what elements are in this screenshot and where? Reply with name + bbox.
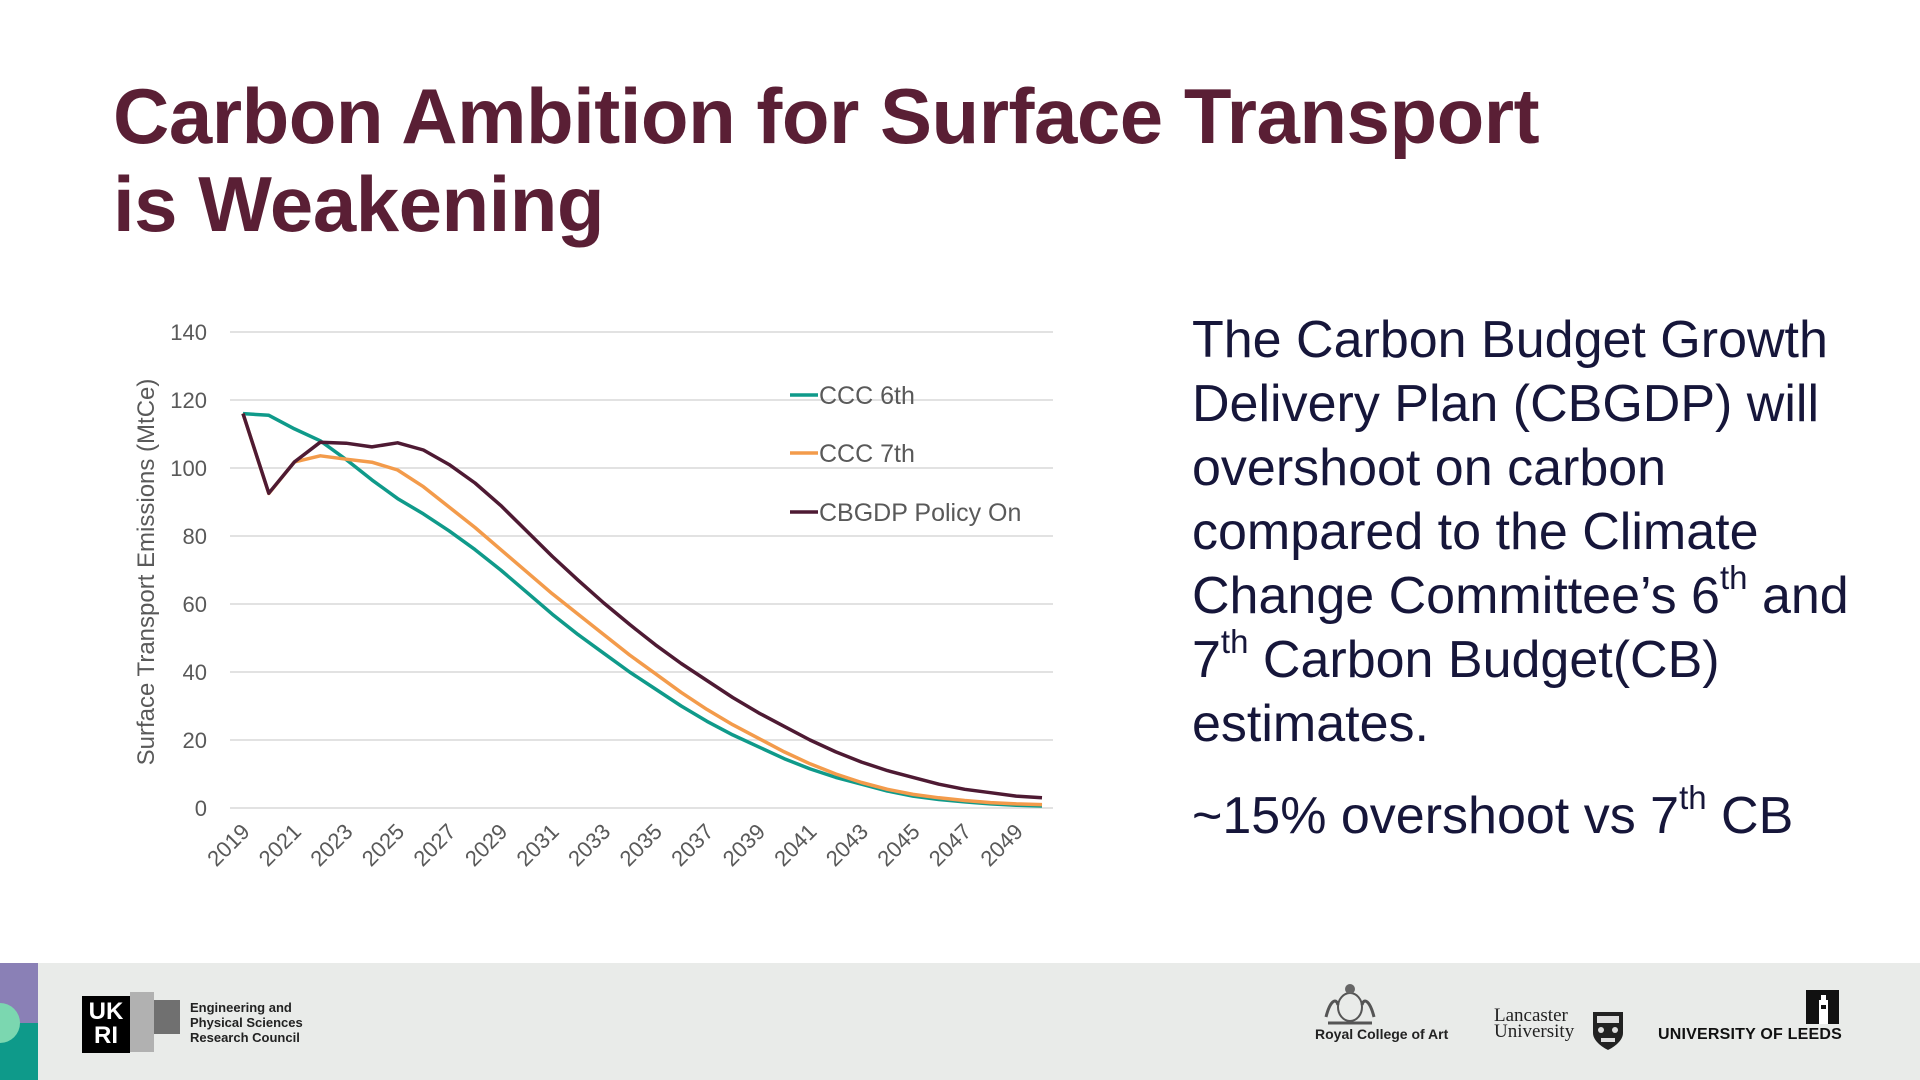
series-line-cbgdp-policy-on [241,413,1043,800]
chart-gridlines [230,331,1053,809]
summary-paragraph: The Carbon Budget Growth Delivery Plan (… [1192,308,1892,756]
slide-title: Carbon Ambition for Surface Transport is… [113,72,1540,248]
overshoot-text-part: CB [1706,787,1794,845]
summary-text-part: and 7 [1192,567,1849,689]
x-tick-label: 2041 [769,819,821,871]
epsrc-line: Engineering and [190,1000,292,1015]
leeds-logo-text: UNIVERSITY OF LEEDS [1658,1026,1842,1043]
x-tick-label: 2047 [924,819,976,871]
legend-label: CCC 7th [819,440,915,468]
x-tick-label: 2033 [563,819,615,871]
ukri-logo-block [154,1000,180,1034]
leeds-tower-icon [1806,990,1839,1024]
epsrc-line: Physical Sciences [190,1015,303,1030]
x-tick-label: 2039 [718,819,770,871]
rca-logo-text: Royal College of Art [1315,1026,1449,1042]
series-line-ccc-7th [241,413,1043,807]
x-axis-ticks: 2019 2021 2023 2025 2027 2029 2031 2033 2035 2037… [202,819,1028,871]
x-tick-label: 2023 [305,819,357,871]
x-tick-label: 2031 [512,819,564,871]
epsrc-line: Research Council [190,1030,300,1045]
legend-label: CCC 6th [819,382,915,410]
x-tick-label: 2035 [615,819,667,871]
lancaster-line: Lancaster [1494,1005,1568,1026]
slide-title-line-1: Carbon Ambition for Surface Transport [113,72,1540,160]
lancaster-logo-text: Lancaster University [1494,1005,1575,1042]
series-line-ccc-6th [242,411,1043,808]
superscript: th [1679,778,1707,816]
y-axis-ticks: 0 20 40 60 80 100 120 140 [170,320,207,821]
ukri-logo: UK RI [82,996,130,1053]
legend-label: CBGDP Policy On [819,499,1021,527]
epsrc-logo-text: Engineering and Physical Sciences Resear… [190,1000,303,1045]
x-tick-label: 2037 [666,819,718,871]
ukri-logo-block [130,992,154,1052]
x-tick-label: 2025 [357,819,409,871]
chart-series-lines [241,411,1043,808]
slide-title-line-2: is Weakening [113,160,605,248]
overshoot-callout: ~15% overshoot vs 7th CB [1192,781,1892,848]
y-tick-label: 80 [183,524,207,549]
y-tick-label: 20 [183,728,207,753]
x-tick-label: 2019 [202,819,254,871]
royal-crest-icon [1324,984,1376,1025]
strip-circle-icon [0,1003,20,1043]
x-tick-label: 2029 [460,819,512,871]
y-tick-label: 40 [183,660,207,685]
summary-text: The Carbon Budget Growth Delivery Plan (… [1192,308,1892,848]
superscript: th [1220,622,1249,660]
lancaster-line: University [1494,1021,1575,1042]
x-tick-label: 2021 [254,819,306,871]
x-tick-label: 2049 [975,819,1027,871]
summary-text-part: Carbon Budget(CB) estimates. [1192,631,1720,753]
y-tick-label: 0 [195,796,207,821]
x-tick-label: 2045 [872,819,924,871]
x-tick-label: 2043 [821,819,873,871]
x-tick-label: 2027 [408,819,460,871]
chart-legend: CCC 6th CCC 7th CBGDP Policy On [790,382,1021,527]
overshoot-text-part: ~15% overshoot vs 7 [1192,787,1680,845]
y-tick-label: 100 [170,456,207,481]
superscript: th [1719,558,1748,596]
y-axis-label: Surface Transport Emissions (MtCe) [133,379,160,766]
brand-color-strip [0,963,38,1080]
y-tick-label: 60 [183,592,207,617]
lancaster-shield-icon [1593,1012,1623,1050]
y-tick-label: 120 [170,388,207,413]
summary-text-part: The Carbon Budget Growth Delivery Plan (… [1192,311,1828,625]
footer-bar: UK RI Engineering and Physical Sciences … [0,963,1920,1080]
y-tick-label: 140 [170,320,207,345]
